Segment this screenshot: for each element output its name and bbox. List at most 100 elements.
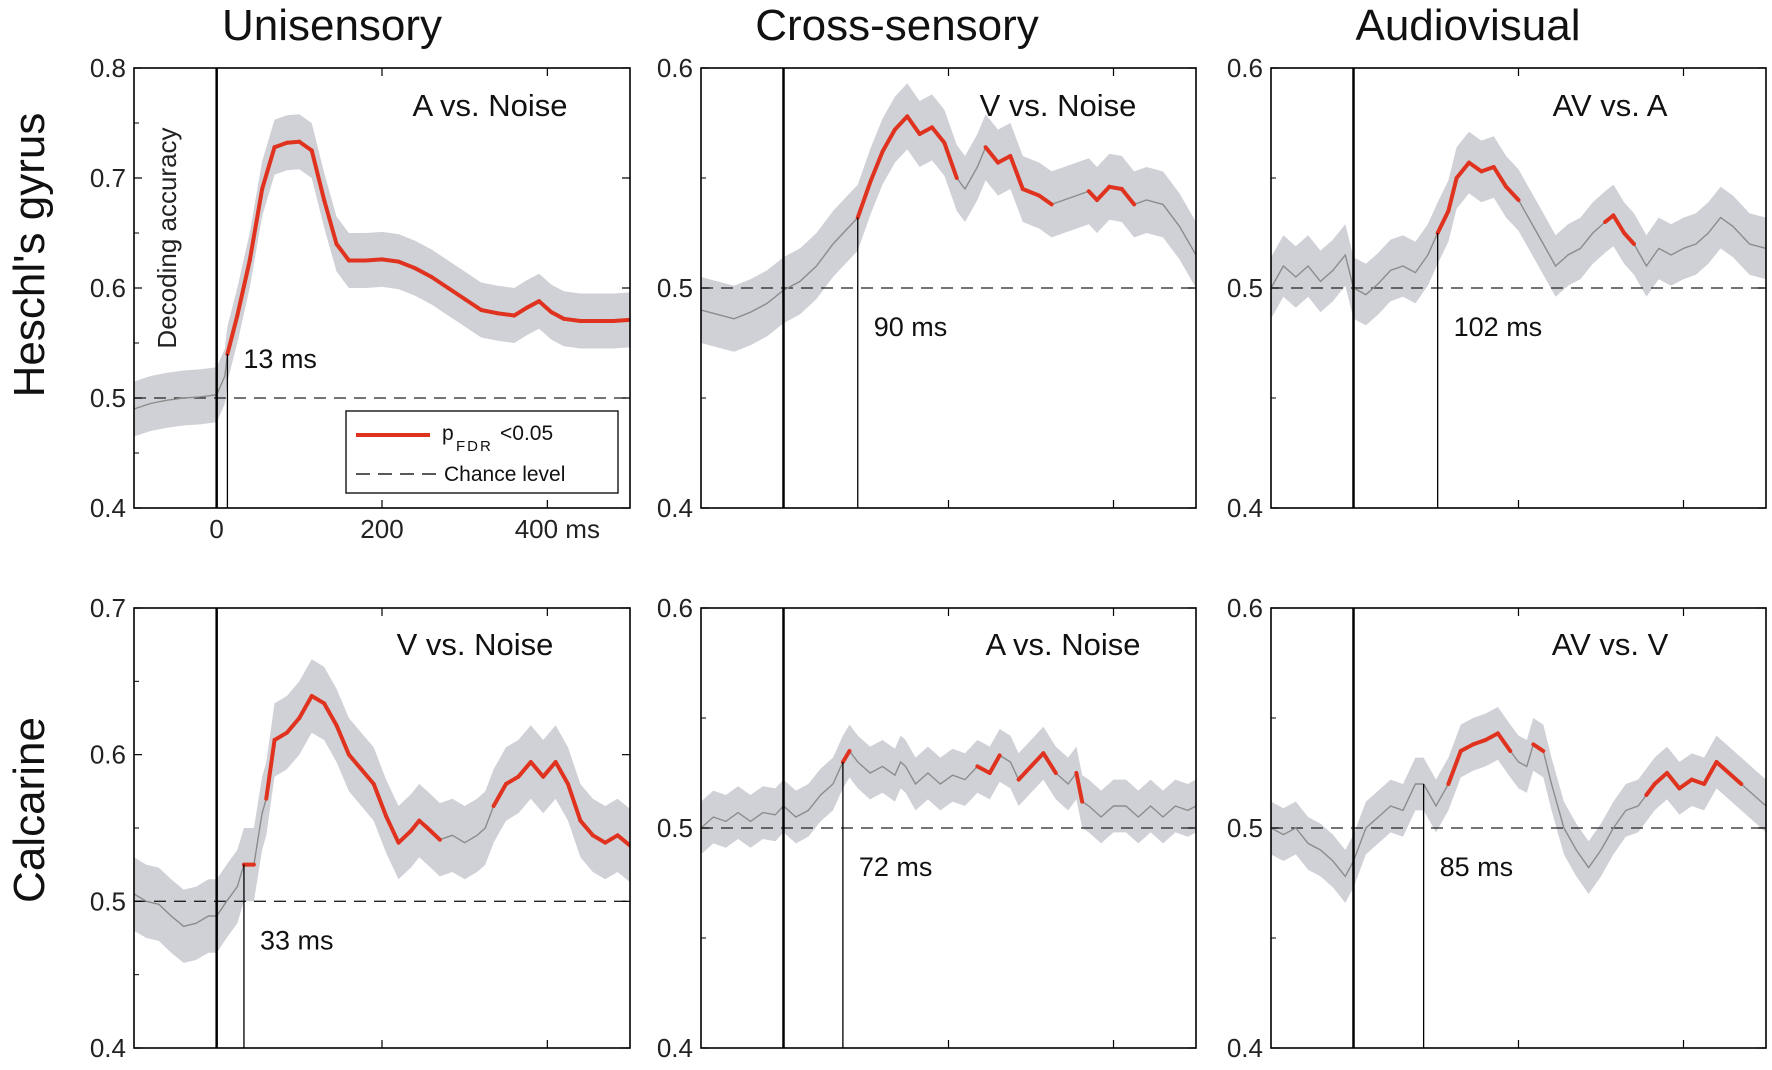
significant-segment — [868, 149, 885, 185]
significant-segment — [284, 139, 302, 145]
significant-segment — [1458, 742, 1476, 753]
onset-label: 72 ms — [859, 852, 933, 882]
significant-segment — [334, 723, 351, 757]
y-tick-label: 0.5 — [90, 886, 126, 916]
panels: 13 ms 0.4 0.5 0.6 0.7 0.8 0 200 400 ms A vs. Nois… — [90, 53, 1767, 1063]
legend-sig-suffix: <0.05 — [500, 422, 553, 445]
x-tick-label: 400 ms — [515, 514, 600, 544]
onset-label: 85 ms — [1440, 852, 1514, 882]
significant-segment — [541, 760, 558, 779]
significant-segment — [1644, 782, 1657, 797]
panel-plot-area — [134, 114, 630, 437]
onset-label: 102 ms — [1454, 312, 1543, 342]
significant-segment — [297, 139, 314, 153]
significant-segment — [309, 148, 327, 202]
significant-segment — [491, 782, 508, 808]
significant-segment — [396, 259, 418, 271]
significant-segment — [880, 127, 897, 154]
significant-segment — [1041, 751, 1058, 775]
y-tick-label: 0.6 — [1227, 53, 1263, 83]
panel-plot-area — [701, 83, 1196, 352]
y-tick-label: 0.7 — [90, 593, 126, 623]
significant-segment — [1086, 189, 1099, 202]
confidence-band — [134, 114, 630, 437]
y-tick-label: 0.6 — [657, 53, 693, 83]
significant-segment — [1677, 777, 1694, 791]
significant-segment — [247, 187, 265, 263]
column-title-unisensory: Unisensory — [222, 1, 442, 50]
significant-segment — [380, 257, 401, 264]
significant-segment — [1702, 760, 1719, 786]
significant-segment — [603, 833, 620, 845]
significant-segment — [429, 275, 451, 290]
column-title-cross-sensory: Cross-sensory — [755, 1, 1039, 50]
significant-segment — [566, 782, 583, 823]
y-tick-label: 0.5 — [657, 273, 693, 303]
significant-segment — [855, 180, 873, 220]
significant-segment — [322, 701, 339, 728]
y-tick-label: 0.6 — [1227, 593, 1263, 623]
onset-label: 13 ms — [243, 344, 317, 374]
significant-segment — [425, 826, 442, 842]
legend-sig-sub: FDR — [456, 438, 493, 455]
y-tick-label: 0.6 — [90, 740, 126, 770]
confidence-band — [701, 83, 1196, 352]
significant-segment — [272, 140, 289, 150]
significant-segment — [840, 749, 852, 764]
significant-segment — [272, 730, 289, 742]
y-tick-label: 0.6 — [90, 273, 126, 303]
significant-segment — [528, 760, 546, 779]
column-title-audiovisual: Audiovisual — [1355, 1, 1580, 50]
significant-segment — [504, 774, 521, 786]
significant-segment — [1622, 231, 1636, 246]
significant-segment — [537, 299, 554, 315]
y-tick-label: 0.5 — [90, 383, 126, 413]
significant-segment — [1471, 738, 1488, 747]
significant-segment — [260, 145, 277, 191]
significant-segment — [1689, 777, 1707, 786]
significant-segment — [549, 310, 566, 321]
significant-segment — [1611, 213, 1627, 235]
significant-segment — [615, 833, 630, 848]
onset-label: 33 ms — [260, 925, 334, 955]
significant-segment — [1119, 187, 1137, 207]
significant-segment — [1037, 193, 1054, 207]
significant-segment — [363, 257, 384, 263]
panel-2: 90 ms 0.4 0.5 0.6 V vs. Noise — [657, 53, 1197, 523]
panel-plot-area — [134, 659, 630, 963]
significant-segment — [1074, 771, 1085, 804]
significant-segment — [284, 716, 302, 735]
panel-plot-area — [1271, 707, 1766, 903]
significant-segment — [225, 313, 240, 356]
panel-4: 33 ms 0.4 0.5 0.6 0.7 V vs. Noise — [90, 593, 631, 1063]
significant-segment — [1446, 176, 1459, 213]
significant-segment — [396, 828, 413, 845]
significant-segment — [942, 140, 959, 180]
significant-segment — [983, 145, 1000, 165]
panel-5: 72 ms 0.4 0.5 0.6 A vs. Noise — [657, 593, 1197, 1063]
y-tick-label: 0.4 — [90, 493, 126, 523]
significant-segment — [930, 125, 947, 145]
significant-segment — [462, 297, 484, 312]
significant-segment — [905, 114, 922, 136]
y-tick-label: 0.5 — [657, 813, 693, 843]
significant-segment — [1652, 771, 1669, 786]
y-tick-label: 0.4 — [1227, 493, 1263, 523]
panel-title: V vs. Noise — [397, 627, 554, 662]
confidence-band — [1271, 131, 1766, 326]
panel-3: 102 ms 0.4 0.5 0.6 AV vs. A — [1227, 53, 1767, 523]
confidence-band — [1271, 707, 1766, 903]
y-tick-label: 0.5 — [1227, 273, 1263, 303]
panel-title: A vs. Noise — [985, 627, 1140, 662]
significant-segment — [371, 782, 389, 819]
y-tick-label: 0.6 — [657, 593, 693, 623]
significant-segment — [1714, 760, 1731, 775]
significant-segment — [334, 242, 351, 263]
mean-trace — [701, 749, 1196, 829]
significant-segment — [590, 833, 608, 845]
significant-segment — [578, 818, 595, 838]
significant-segment — [1531, 742, 1546, 753]
significant-segment — [1483, 731, 1500, 742]
